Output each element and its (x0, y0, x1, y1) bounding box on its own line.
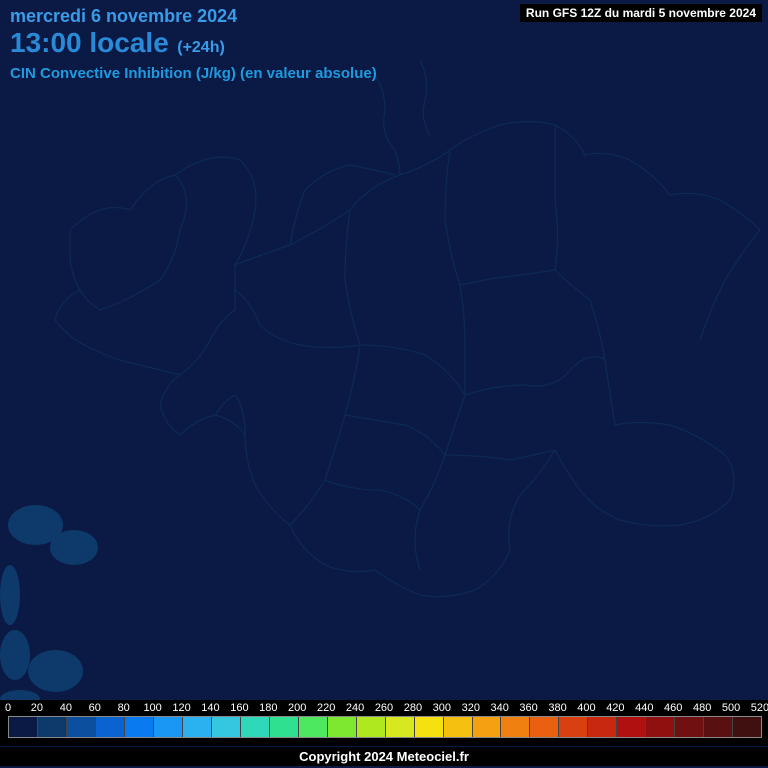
forecast-time: 13:00 locale (10, 27, 169, 58)
legend-swatch (415, 717, 444, 737)
legend-swatch (270, 717, 299, 737)
legend-swatch (473, 717, 502, 737)
parameter-label: CIN Convective Inhibition (J/kg) (en val… (10, 65, 758, 82)
legend-value: 300 (427, 702, 456, 714)
legend-value: 80 (109, 702, 138, 714)
map-borders (0, 0, 768, 700)
legend-swatch (675, 717, 704, 737)
legend-value: 160 (225, 702, 254, 714)
legend-value: 40 (51, 702, 80, 714)
legend-swatch (38, 717, 67, 737)
legend-swatch (733, 717, 761, 737)
legend-swatch (357, 717, 386, 737)
legend-value: 420 (601, 702, 630, 714)
legend-value: 400 (572, 702, 601, 714)
legend-value: 200 (283, 702, 312, 714)
model-run-info: Run GFS 12Z du mardi 5 novembre 2024 (520, 4, 762, 22)
legend-value: 260 (370, 702, 399, 714)
legend-swatch (183, 717, 212, 737)
legend-swatch (328, 717, 357, 737)
legend-swatch (501, 717, 530, 737)
legend-value: 480 (688, 702, 717, 714)
legend-swatch (386, 717, 415, 737)
legend-value: 240 (341, 702, 370, 714)
map-container (0, 0, 768, 768)
legend-swatch (559, 717, 588, 737)
legend-value: 140 (196, 702, 225, 714)
legend-value: 20 (22, 702, 51, 714)
legend-value: 320 (456, 702, 485, 714)
legend-value: 100 (138, 702, 167, 714)
legend-swatch (212, 717, 241, 737)
legend-swatch (704, 717, 733, 737)
legend-value: 360 (514, 702, 543, 714)
legend-swatch (96, 717, 125, 737)
legend-value: 440 (630, 702, 659, 714)
legend-swatch (588, 717, 617, 737)
copyright-text: Copyright 2024 Meteociel.fr (0, 747, 768, 766)
legend-swatch (125, 717, 154, 737)
legend-value: 120 (167, 702, 196, 714)
legend-swatch (444, 717, 473, 737)
legend-value: 380 (543, 702, 572, 714)
legend-swatch (67, 717, 96, 737)
legend-value: 280 (398, 702, 427, 714)
legend-swatch (154, 717, 183, 737)
legend-value: 60 (80, 702, 109, 714)
legend-value: 0 (0, 702, 22, 714)
legend-value: 460 (659, 702, 688, 714)
legend-swatch (617, 717, 646, 737)
legend-swatch (241, 717, 270, 737)
legend-value: 180 (254, 702, 283, 714)
legend-value: 340 (485, 702, 514, 714)
legend-swatch (9, 717, 38, 737)
legend-value: 520 (746, 702, 768, 714)
legend-value: 220 (312, 702, 341, 714)
forecast-offset: (+24h) (177, 39, 225, 56)
legend-swatch (299, 717, 328, 737)
color-legend: 0204060801001201401601802002202402602803… (0, 700, 768, 746)
legend-value: 500 (717, 702, 746, 714)
legend-swatch (530, 717, 559, 737)
legend-swatch (646, 717, 675, 737)
